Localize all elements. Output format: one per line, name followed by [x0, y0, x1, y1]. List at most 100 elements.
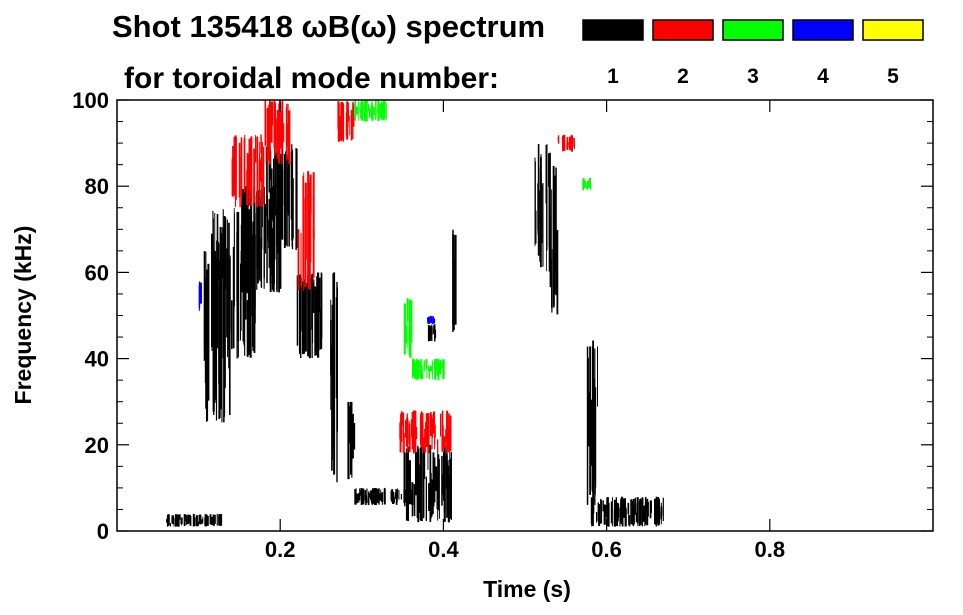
mode-1-streak [211, 259, 213, 351]
mode-1-streak [359, 488, 361, 494]
mode-1-streak [286, 196, 288, 247]
mode-1-streak [242, 189, 245, 244]
mode-1-streak [448, 459, 450, 497]
x-tick-label: 0.4 [428, 537, 459, 562]
mode-1-streak [218, 514, 220, 526]
mode-4-streak [428, 317, 431, 323]
mode-2-streak [275, 102, 276, 144]
mode-1-region-9 [354, 487, 413, 506]
mode-2-streak [261, 141, 263, 178]
mode-1-streak [420, 452, 423, 521]
mode-1-streak [195, 515, 198, 527]
mode-1-streak [197, 521, 199, 526]
mode-1-streak [596, 512, 598, 523]
mode-1-streak [166, 514, 168, 527]
mode-3-streak [417, 360, 420, 370]
mode-3-streak [435, 358, 437, 380]
mode-1-streak [446, 446, 448, 518]
mode-2-streak [399, 422, 401, 440]
mode-1-streak [542, 183, 544, 267]
y-tick-label: 0 [97, 519, 109, 544]
mode-1-streak [181, 517, 183, 524]
mode-3-streak [586, 181, 590, 187]
mode-1-streak [447, 465, 449, 508]
mode-1-streak [318, 277, 321, 313]
mode-1-streak [271, 227, 274, 290]
mode-3-streak [404, 303, 406, 344]
mode-2-streak [310, 174, 312, 214]
mode-1-streak [412, 482, 413, 503]
mode-1-streak [178, 514, 181, 520]
mode-1-region-11 [427, 324, 437, 342]
mode-1-streak [635, 512, 638, 523]
mode-1-streak [185, 514, 187, 522]
mode-3-streak [383, 100, 386, 119]
mode-1-streak [627, 502, 630, 515]
legend-swatch-1 [582, 19, 644, 41]
mode-1-streak [291, 148, 293, 247]
mode-1-streak [395, 491, 397, 498]
mode-2-streak [400, 411, 403, 425]
mode-1-streak [637, 499, 638, 518]
mode-1-streak [290, 151, 293, 189]
mode-1-streak [607, 503, 610, 527]
mode-2-streak [250, 136, 253, 198]
mode-1-streak [662, 497, 664, 521]
mode-3-streak [361, 100, 363, 112]
mode-2-streak [443, 436, 446, 449]
mode-2-streak [352, 109, 354, 140]
mode-1-streak [187, 514, 190, 523]
mode-3-streak [406, 297, 408, 349]
mode-2-streak [231, 157, 233, 182]
mode-1-streak [372, 488, 374, 502]
mode-1-streak [222, 209, 224, 359]
mode-1-streak [415, 451, 418, 479]
mode-1-streak [591, 504, 594, 519]
mode-1-streak [370, 490, 373, 501]
mode-3-streak [354, 100, 356, 121]
mode-1-streak [185, 515, 188, 525]
x-tick-label: 0.8 [755, 537, 786, 562]
legend-label-2: 2 [677, 65, 689, 88]
mode-1-streak [437, 447, 439, 521]
mode-2-streak [300, 232, 302, 287]
mode-1-streak [368, 493, 371, 498]
mode-1-streak [249, 239, 252, 358]
mode-3-streak [415, 363, 417, 379]
mode-1-streak [397, 488, 399, 498]
mode-1-streak [378, 488, 380, 505]
mode-2-streak [442, 425, 444, 450]
mode-3-streak [356, 106, 358, 115]
mode-3-streak [423, 360, 425, 372]
mode-1-streak [553, 198, 555, 290]
mode-2-streak [403, 432, 405, 453]
mode-2-streak [561, 136, 564, 144]
mode-1-streak [658, 511, 660, 525]
axis-ticks: 0 20 40 60 80 100 0.2 0.4 0.6 0.8 [72, 88, 933, 562]
mode-3-streak [412, 358, 414, 379]
mode-2-streak [563, 134, 566, 151]
mode-3-region-2 [403, 297, 413, 359]
mode-3-region-1 [412, 358, 445, 381]
mode-3-streak [373, 107, 375, 116]
mode-1-streak [220, 514, 223, 526]
x-tick-label: 0.6 [591, 537, 622, 562]
mode-1-streak [254, 195, 256, 294]
mode-1-streak [657, 497, 660, 526]
mode-1-streak [362, 490, 365, 501]
mode-2-region-6 [557, 134, 575, 152]
mode-1-streak [267, 156, 269, 238]
mode-2-streak [266, 107, 269, 161]
mode-1-streak [548, 153, 549, 187]
mode-1-region-5 [266, 144, 298, 250]
mode-4-streak [432, 319, 435, 324]
mode-2-streak [402, 412, 404, 453]
mode-4-streak [200, 282, 202, 304]
mode-2-streak [258, 165, 261, 207]
mode-1-streak [256, 197, 259, 284]
mode-1-streak [270, 168, 273, 222]
mode-3-streak [364, 107, 367, 122]
mode-3-streak [371, 111, 373, 118]
mode-3-streak [428, 367, 431, 380]
mode-3-streak [377, 100, 380, 122]
